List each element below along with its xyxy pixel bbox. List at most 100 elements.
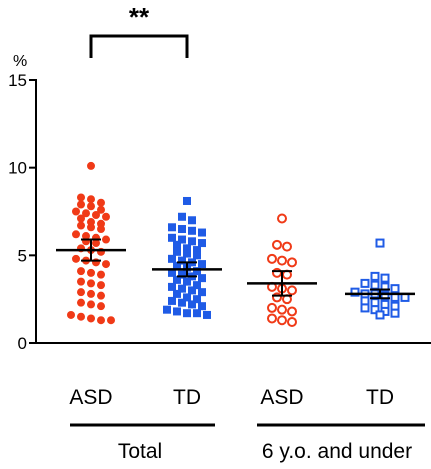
point-3-3.8 <box>370 271 380 281</box>
point-1-1.6 <box>203 310 211 319</box>
point-1-5.3 <box>193 246 201 255</box>
point-1-2.2 <box>188 300 196 309</box>
point-0-2.7 <box>97 291 105 300</box>
point-3-1.9 <box>370 305 380 315</box>
point-0-1.4 <box>87 314 95 323</box>
point-1-3.5 <box>183 277 191 286</box>
point-2-4 <box>272 267 282 278</box>
point-0-5.7 <box>92 239 100 248</box>
y-ticks: 0 5 10 15 <box>8 71 37 353</box>
point-1-6.3 <box>198 228 206 237</box>
point-0-3.4 <box>87 279 95 288</box>
point-0-2.9 <box>77 288 85 297</box>
significance-bracket-line <box>89 34 189 58</box>
group-labels: Total 6 y.o. and under <box>70 423 425 463</box>
point-0-4.8 <box>72 254 80 263</box>
point-1-6.4 <box>188 226 196 235</box>
point-0-5.8 <box>82 237 90 246</box>
point-3-3.7 <box>380 273 390 283</box>
y-tick-label-5: 5 <box>18 246 27 265</box>
point-3-2.9 <box>350 287 360 297</box>
point-0-2.8 <box>87 289 95 298</box>
point-1-3.7 <box>198 274 206 283</box>
point-1-3.1 <box>178 284 186 293</box>
point-1-3.9 <box>178 270 186 279</box>
point-0-7.9 <box>77 200 85 209</box>
point-0-6.6 <box>87 223 95 232</box>
y-tick-label-15: 15 <box>8 71 27 90</box>
point-1-4.5 <box>198 260 206 269</box>
point-0-8.2 <box>87 195 95 204</box>
point-3-3.4 <box>360 278 370 288</box>
category-label-0: ASD <box>69 386 112 409</box>
point-0-4.6 <box>92 258 100 267</box>
point-0-8.3 <box>77 193 85 202</box>
point-3-2.4 <box>360 296 370 306</box>
category-label-3: TD <box>366 386 394 409</box>
point-1-5.6 <box>173 240 181 249</box>
point-1-5.8 <box>188 237 196 246</box>
point-0-5.9 <box>102 235 110 244</box>
point-1-8.1 <box>183 196 191 205</box>
point-1-4 <box>168 268 176 277</box>
point-1-2.4 <box>168 296 176 305</box>
point-1-4.7 <box>178 256 186 265</box>
point-0-3.9 <box>97 270 105 279</box>
point-3-5.7 <box>375 238 385 248</box>
point-3-1.6 <box>375 310 385 320</box>
point-1-7 <box>188 216 196 225</box>
point-0-1.3 <box>97 316 105 325</box>
point-3-2.2 <box>380 299 390 309</box>
point-0-1.6 <box>67 310 75 319</box>
point-2-4.8 <box>267 253 277 264</box>
point-0-7.4 <box>82 209 90 218</box>
point-0-4.5 <box>102 260 110 269</box>
point-0-10.1 <box>87 161 95 170</box>
point-0-7.6 <box>97 205 105 214</box>
point-0-7.1 <box>77 214 85 223</box>
significance-bracket: ** <box>89 2 189 58</box>
point-0-1.5 <box>77 312 85 321</box>
y-tick-label-10: 10 <box>8 159 27 178</box>
point-1-1.9 <box>163 305 171 314</box>
point-1-4.8 <box>168 254 176 263</box>
point-0-2.1 <box>97 302 105 311</box>
point-3-3.1 <box>390 284 400 294</box>
point-1-7.2 <box>178 212 186 221</box>
point-0-4.1 <box>77 267 85 276</box>
mean-sem-bars <box>56 238 415 300</box>
category-labels: ASD TD ASD TD <box>69 386 394 409</box>
point-1-5.2 <box>173 247 181 256</box>
point-1-2.9 <box>198 288 206 297</box>
point-2-5.5 <box>282 241 292 252</box>
point-2-1.4 <box>267 313 277 324</box>
point-0-1.3 <box>107 316 115 325</box>
point-1-3.2 <box>168 282 176 291</box>
point-3-2.3 <box>370 298 380 308</box>
point-0-7.8 <box>87 202 95 211</box>
point-1-6.6 <box>168 223 176 232</box>
point-0-2.2 <box>87 300 95 309</box>
point-3-3.3 <box>370 280 380 290</box>
point-1-5.1 <box>183 249 191 258</box>
point-1-2.5 <box>193 295 201 304</box>
y-tick-label-0: 0 <box>18 334 27 353</box>
point-2-7.1 <box>277 213 287 224</box>
point-0-3.5 <box>77 277 85 286</box>
category-label-1: TD <box>173 386 201 409</box>
point-1-1.8 <box>173 307 181 316</box>
point-1-5 <box>193 251 201 260</box>
point-0-4 <box>87 268 95 277</box>
point-1-2.1 <box>198 302 206 311</box>
point-3-2 <box>360 303 370 313</box>
point-2-2.6 <box>272 292 282 303</box>
point-2-1.9 <box>277 304 287 315</box>
point-0-3.3 <box>97 281 105 290</box>
point-1-6 <box>168 233 176 242</box>
point-1-6.5 <box>178 225 186 234</box>
group-label-1: 6 y.o. and under <box>262 440 412 463</box>
point-1-3.6 <box>173 275 181 284</box>
point-1-2.3 <box>178 298 186 307</box>
point-1-4.4 <box>173 261 181 270</box>
